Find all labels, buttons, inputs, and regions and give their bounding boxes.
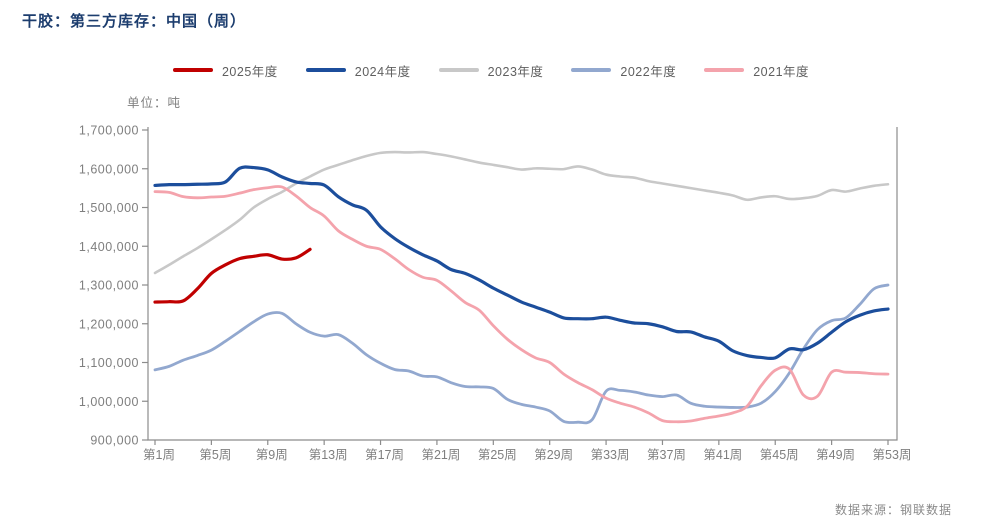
x-tick-label: 第53周 <box>873 448 912 462</box>
y-tick-label: 1,000,000 <box>79 395 139 409</box>
legend-label: 2022年度 <box>620 64 677 79</box>
legend-item-2021年度: 2021年度 <box>704 61 809 80</box>
series-line-2025年度 <box>153 247 312 304</box>
legend-label: 2021年度 <box>753 64 810 79</box>
x-tick-label: 第37周 <box>647 448 686 462</box>
series-line-2021年度 <box>153 185 890 424</box>
legend-swatch-2023年度 <box>438 68 479 72</box>
legend: 2025年度 2024年度 2023年度 2022年度 2021年度 <box>0 61 982 79</box>
x-tick-label: 第1周 <box>143 448 175 462</box>
x-tick-label: 第49周 <box>816 448 855 462</box>
y-tick-label: 1,100,000 <box>79 356 139 370</box>
legend-swatch-2022年度 <box>571 68 612 72</box>
x-tick-label: 第13周 <box>309 448 348 462</box>
x-tick-label: 第41周 <box>703 448 742 462</box>
y-tick-label: 1,200,000 <box>79 317 139 331</box>
x-tick-label: 第25周 <box>478 448 517 462</box>
legend-label: 2023年度 <box>487 64 544 79</box>
axis-frame <box>147 127 898 441</box>
legend-item-2024年度: 2024年度 <box>305 61 411 80</box>
chart-title: 干胶：第三方库存：中国（周） <box>22 14 247 30</box>
x-tick-label: 第21周 <box>421 448 460 462</box>
x-tick-label: 第45周 <box>760 448 799 462</box>
series-line-2024年度 <box>153 165 890 361</box>
x-tick-label: 第5周 <box>199 448 231 462</box>
series-line-2022年度 <box>153 283 890 425</box>
legend-swatch-2021年度 <box>704 68 745 72</box>
x-tick-label: 第9周 <box>256 448 288 462</box>
y-tick-label: 1,300,000 <box>79 279 139 293</box>
series-line-2023年度 <box>153 150 890 275</box>
x-tick-label: 第29周 <box>534 448 573 462</box>
x-tick-label: 第33周 <box>591 448 630 462</box>
y-tick-label: 1,600,000 <box>79 162 139 176</box>
legend-label: 2025年度 <box>221 64 278 79</box>
y-tick-label: 1,700,000 <box>79 124 139 138</box>
legend-swatch-2024年度 <box>305 68 346 72</box>
y-tick-label: 1,400,000 <box>79 240 139 254</box>
y-tick-label: 900,000 <box>90 434 139 448</box>
legend-item-2022年度: 2022年度 <box>571 61 676 80</box>
x-tick-label: 第17周 <box>365 448 404 462</box>
unit-label: 单位：吨 <box>127 96 182 110</box>
legend-item-2023年度: 2023年度 <box>438 61 544 80</box>
y-tick-label: 1,500,000 <box>79 201 139 215</box>
legend-item-2025年度: 2025年度 <box>172 61 278 80</box>
legend-label: 2024年度 <box>354 64 411 79</box>
legend-swatch-2025年度 <box>172 68 213 72</box>
data-source-label: 数据来源：钢联数据 <box>834 503 952 517</box>
